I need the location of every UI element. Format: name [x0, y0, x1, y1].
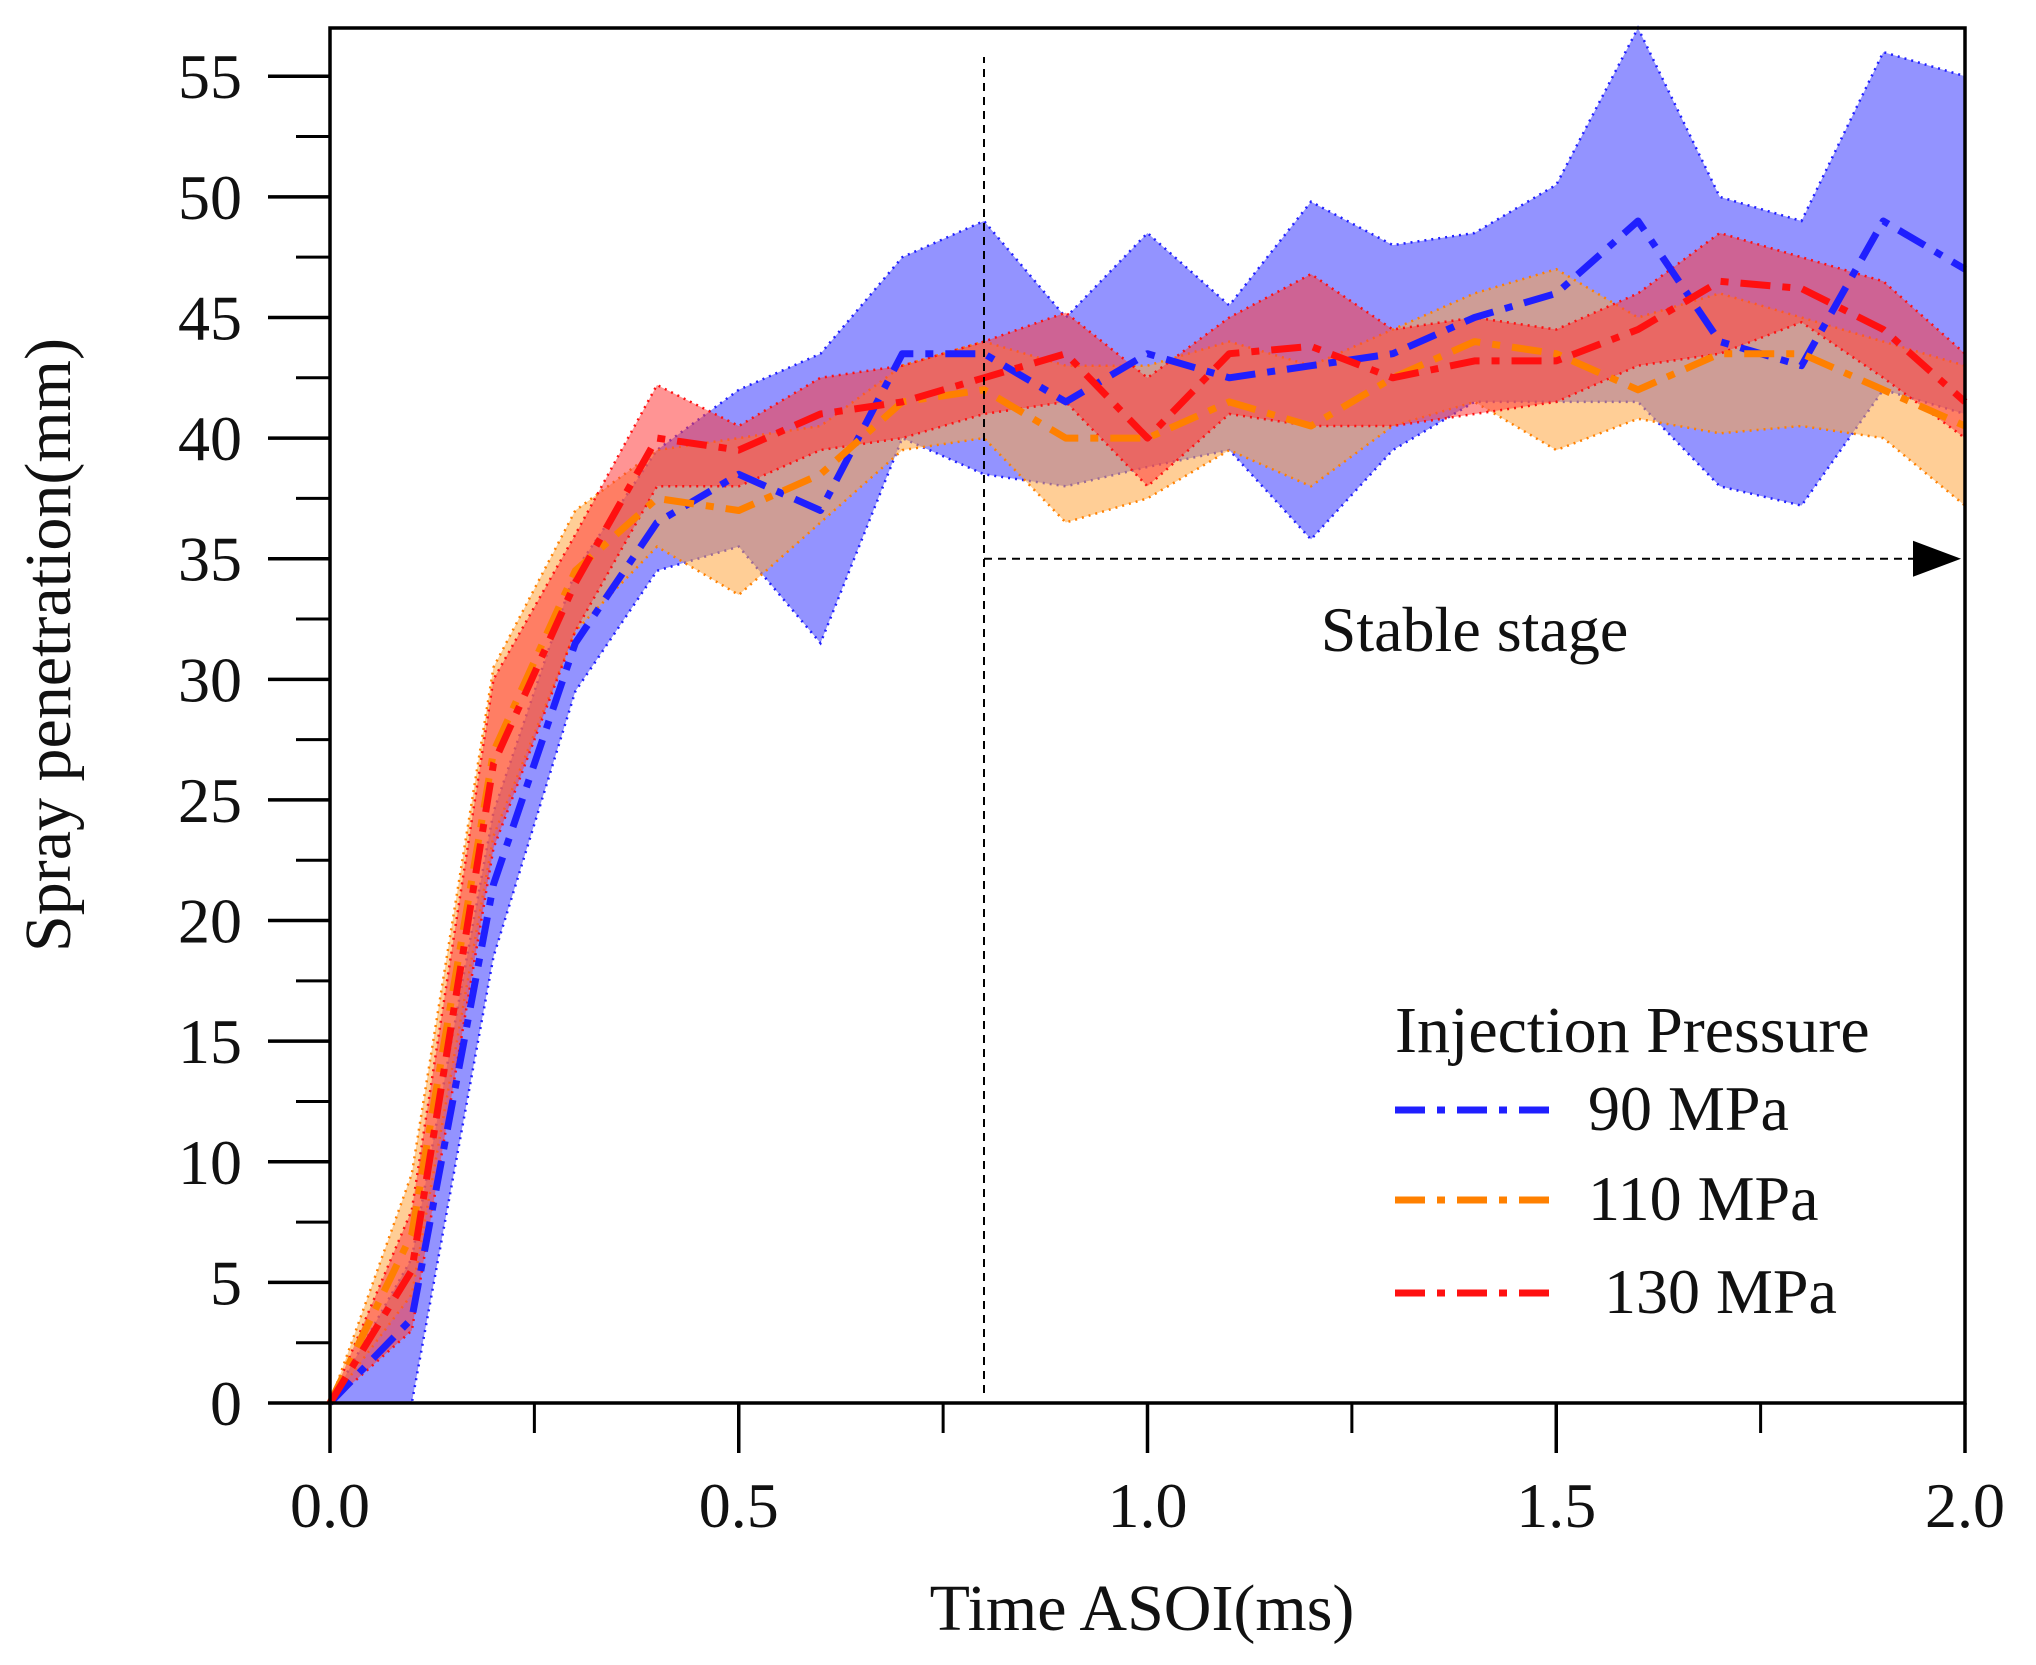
legend-label-130-mpa: 130 MPa — [1604, 1256, 1837, 1327]
y-tick-label: 15 — [178, 1006, 242, 1077]
band-130-mpa — [330, 233, 1965, 1403]
legend-title: Injection Pressure — [1395, 994, 1870, 1067]
y-tick-label: 35 — [178, 524, 242, 595]
axes — [268, 26, 1967, 1453]
x-tick-label: 0.5 — [699, 1470, 779, 1541]
y-tick-label: 25 — [178, 765, 242, 836]
y-tick-label: 10 — [178, 1127, 242, 1198]
line-90-mpa — [327, 217, 1967, 1406]
y-tick-label: 5 — [210, 1247, 242, 1318]
x-tick-label: 1.5 — [1516, 1470, 1596, 1541]
y-tick-label: 45 — [178, 282, 242, 353]
legend: Injection Pressure 90 MPa 110 MPa 130 MPa — [1395, 994, 1870, 1327]
y-tick-label: 20 — [178, 886, 242, 957]
annotation-stable-stage: Stable stage — [1321, 594, 1628, 665]
x-tick-label: 0.0 — [290, 1470, 370, 1541]
x-axis-label: Time ASOI(ms) — [930, 1572, 1355, 1645]
y-tick-label: 30 — [178, 644, 242, 715]
annotations: Stable stage — [983, 56, 1961, 1393]
series-lines — [326, 217, 1968, 1406]
tick-labels: 0 5 10 15 20 25 30 35 40 45 50 55 0.0 0.5 1.0 1.5 2.0 — [178, 41, 2005, 1541]
y-tick-label: 50 — [178, 162, 242, 233]
legend-label-110-mpa: 110 MPa — [1588, 1163, 1819, 1234]
stable-stage-arrowhead — [1913, 540, 1961, 577]
y-axis-label: Spray penetration(mm) — [12, 338, 85, 952]
y-tick-label: 0 — [210, 1368, 242, 1439]
band-lower-90-mpa — [330, 388, 1966, 1405]
legend-label-90-mpa: 90 MPa — [1588, 1073, 1789, 1144]
y-tick-label: 55 — [178, 41, 242, 112]
y-tick-label: 40 — [178, 403, 242, 474]
confidence-bands — [328, 25, 1966, 1405]
x-tick-label: 2.0 — [1925, 1470, 2005, 1541]
x-tick-label: 1.0 — [1108, 1470, 1188, 1541]
band-lower-110-mpa — [329, 400, 1966, 1404]
line-130-mpa — [327, 277, 1968, 1405]
line-110-mpa — [326, 338, 1967, 1405]
band-110-mpa — [330, 269, 1965, 1404]
